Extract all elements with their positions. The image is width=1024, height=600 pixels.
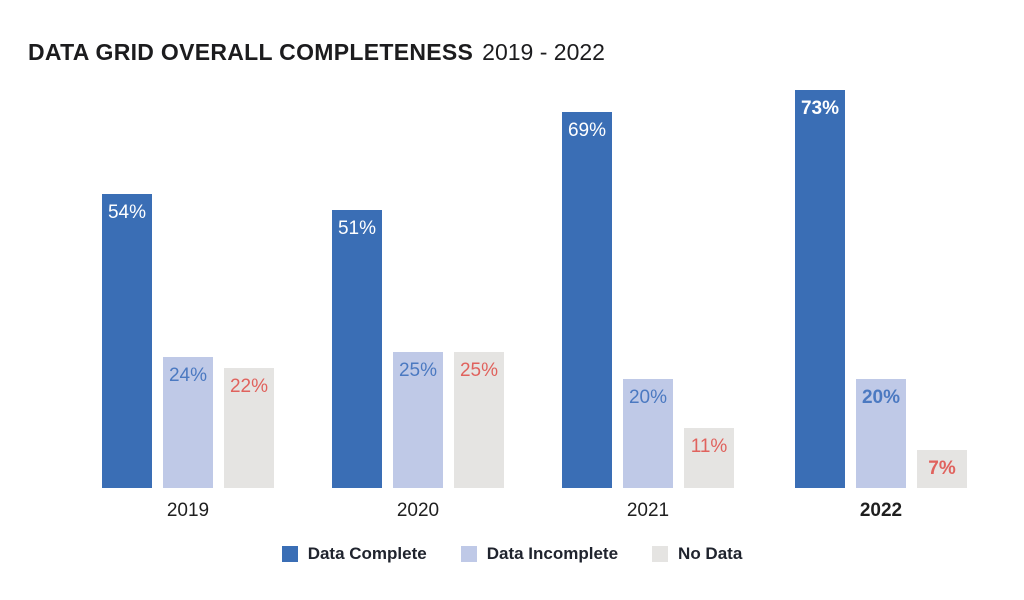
chart-legend: Data Complete Data Incomplete No Data (0, 544, 1024, 564)
bar-2021-no-data: 11% (684, 428, 734, 488)
bar-2020-data-incomplete: 25% (393, 352, 443, 488)
bar-2019-data-complete: 54% (102, 194, 152, 488)
x-axis-label-2020: 2020 (396, 500, 440, 521)
x-axis-label-2022: 2022 (859, 500, 903, 521)
bar-value-label: 7% (928, 458, 956, 479)
bar-value-label: 25% (398, 360, 438, 381)
bar-group-2022: 73% 20% 7% (795, 90, 967, 488)
bar-group-2021: 69% 20% 11% (562, 112, 734, 488)
legend-swatch-no-data (652, 546, 669, 562)
bar-2022-data-incomplete: 20% (856, 379, 906, 488)
bar-value-label: 11% (690, 436, 728, 457)
bar-value-label: 54% (107, 202, 147, 223)
legend-item-data-incomplete: Data Incomplete (460, 544, 619, 564)
bar-2022-data-complete: 73% (795, 90, 845, 488)
bar-value-label: 51% (337, 218, 377, 239)
chart-title-range: 2019 - 2022 (482, 39, 605, 65)
chart-title-main: DATA GRID OVERALL COMPLETENESS (28, 39, 474, 65)
legend-item-no-data: No Data (652, 544, 742, 564)
legend-label-no-data: No Data (678, 544, 743, 563)
chart-title: DATA GRID OVERALL COMPLETENESS 2019 - 202… (28, 38, 605, 66)
legend-item-data-complete: Data Complete (281, 544, 427, 564)
bar-value-label: 20% (628, 387, 668, 408)
bar-value-label: 20% (861, 387, 901, 408)
bar-value-label: 25% (459, 360, 499, 381)
x-axis-label-2021: 2021 (626, 500, 670, 521)
bar-value-label: 24% (168, 365, 208, 386)
bar-value-label: 69% (567, 120, 607, 141)
bar-2022-no-data: 7% (917, 450, 967, 488)
bar-2020-data-complete: 51% (332, 210, 382, 488)
bar-2019-no-data: 22% (224, 368, 274, 488)
legend-label-data-complete: Data Complete (307, 544, 427, 563)
legend-swatch-data-complete (281, 546, 298, 562)
bar-2020-no-data: 25% (454, 352, 504, 488)
bar-2021-data-incomplete: 20% (623, 379, 673, 488)
legend-label-data-incomplete: Data Incomplete (486, 544, 619, 563)
bar-value-label: 73% (800, 98, 840, 119)
bar-2021-data-complete: 69% (562, 112, 612, 488)
bar-value-label: 22% (229, 376, 269, 397)
bar-group-2019: 54% 24% 22% (102, 194, 274, 488)
bar-2019-data-incomplete: 24% (163, 357, 213, 488)
legend-swatch-data-incomplete (460, 546, 477, 562)
bar-group-2020: 51% 25% 25% (332, 210, 504, 488)
x-axis-label-2019: 2019 (166, 500, 210, 521)
